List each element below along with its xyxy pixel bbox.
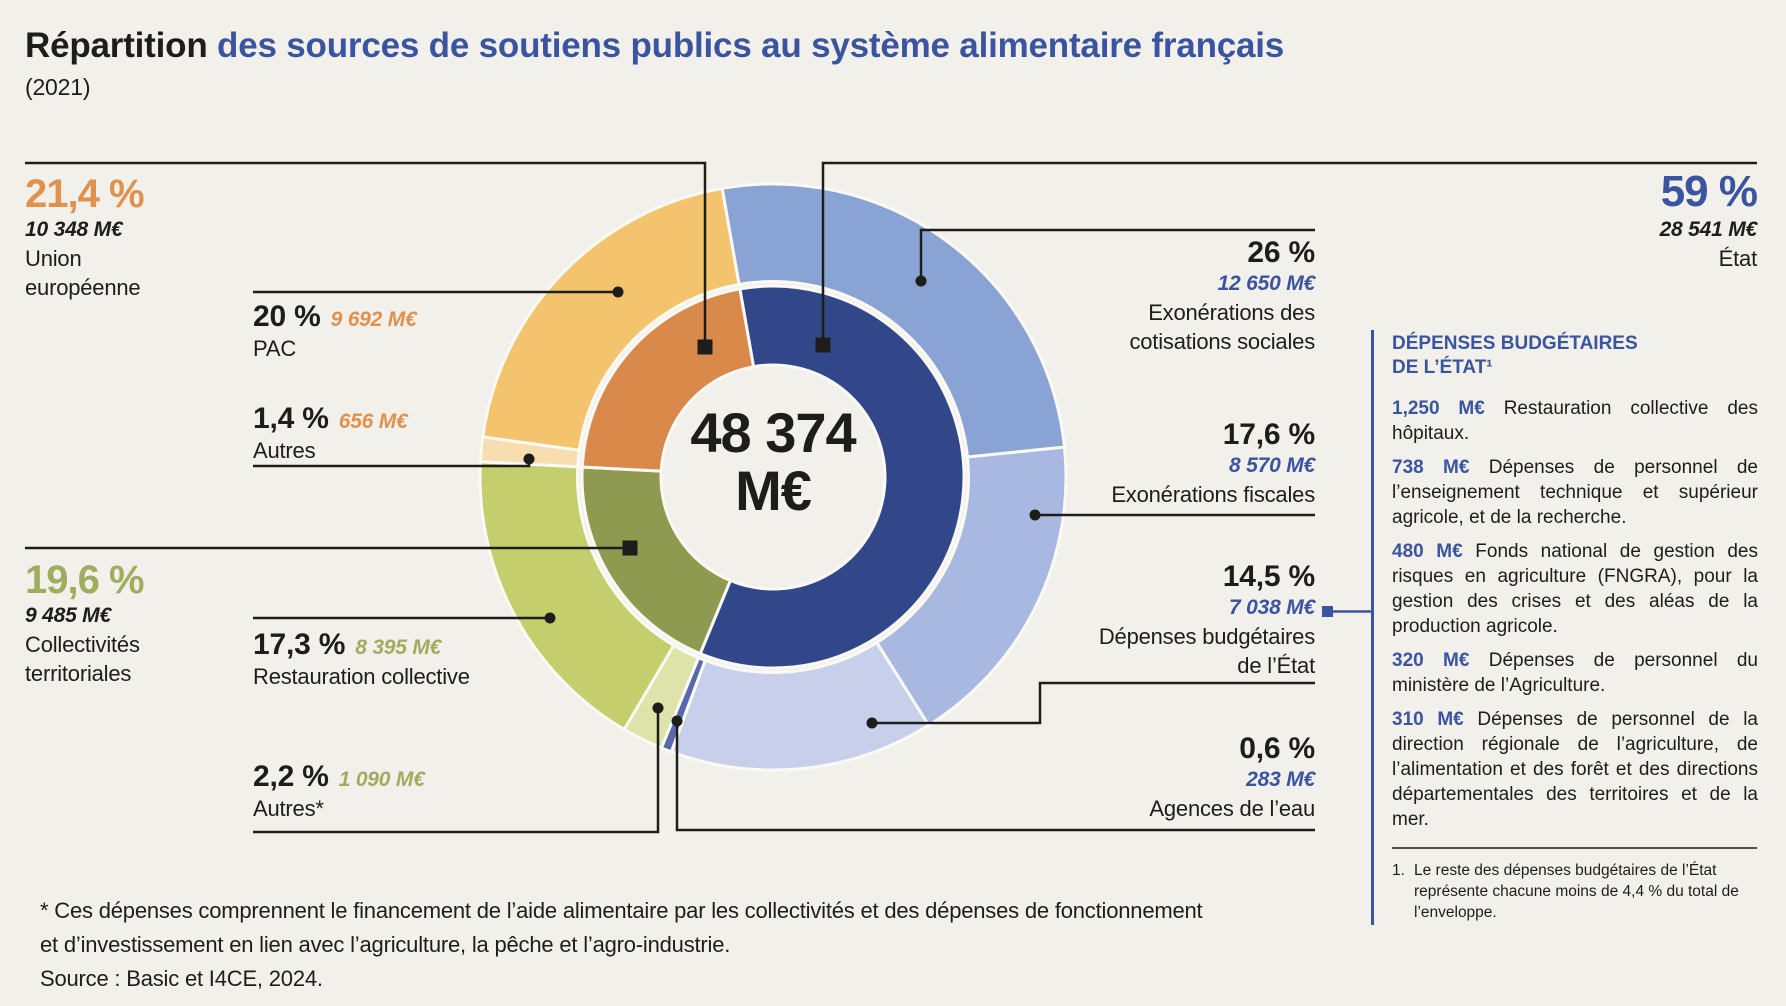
segment-etat — [698, 284, 966, 670]
connector-dot — [523, 453, 535, 465]
blue-connector-square — [1322, 606, 1333, 617]
leader-line — [253, 708, 660, 834]
leader-line — [675, 721, 1315, 832]
segment-exo-cotisations — [720, 182, 1067, 459]
leader-line — [919, 228, 1315, 281]
segment-collectivites — [580, 465, 733, 656]
connector-dot — [866, 717, 878, 729]
leader-line — [821, 161, 1757, 345]
leader-line — [25, 161, 707, 347]
connector-dot — [544, 612, 556, 624]
segment-union-europeenne — [580, 287, 756, 473]
connector-dot — [1029, 509, 1041, 521]
connector-square — [697, 339, 713, 355]
connector-square — [622, 540, 638, 556]
connector-dot — [915, 275, 927, 287]
connector-square — [815, 337, 831, 353]
leader-line — [872, 681, 1315, 725]
connector-dot — [612, 286, 624, 298]
segment-pac — [481, 186, 741, 452]
connector-dot — [652, 702, 664, 714]
connector-dot — [671, 715, 683, 727]
